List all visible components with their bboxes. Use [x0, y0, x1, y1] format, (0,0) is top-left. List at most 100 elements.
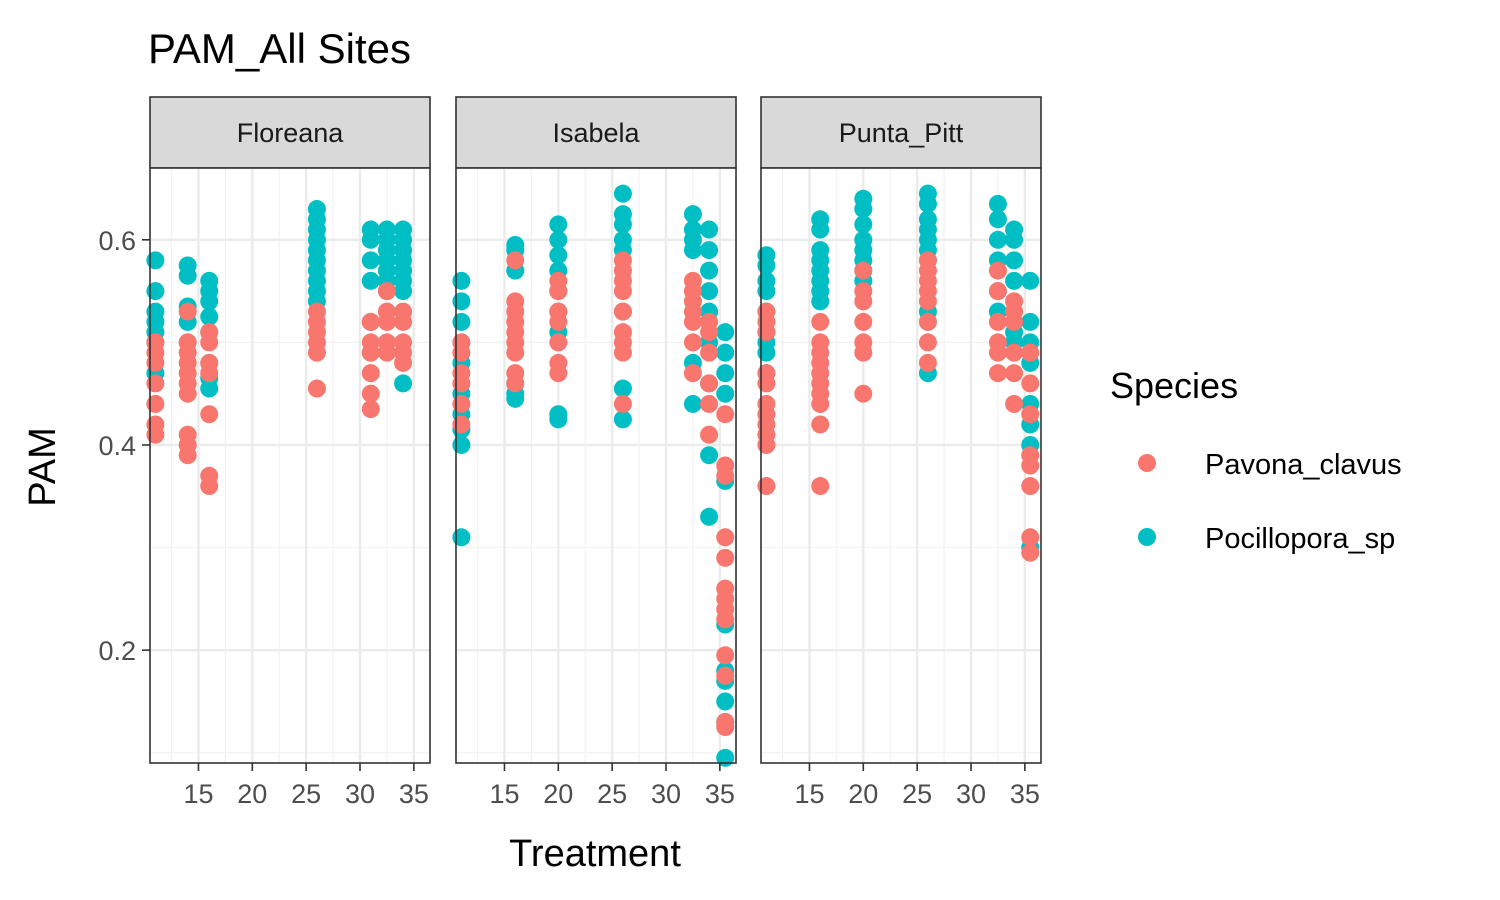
- point-pavona-clavus: [1021, 405, 1040, 424]
- point-pavona-clavus: [757, 374, 776, 393]
- point-pavona-clavus: [613, 302, 632, 321]
- point-pocillopora-sp: [811, 220, 830, 239]
- point-pocillopora-sp: [700, 261, 719, 280]
- point-pocillopora-sp: [854, 200, 873, 219]
- x-tick-label: 35: [399, 779, 429, 809]
- point-pavona-clavus: [549, 312, 568, 331]
- facet-strip: [455, 96, 737, 169]
- facet-panel-floreana: Floreana 15 20 25 30 35: [146, 96, 431, 809]
- point-pocillopora-sp: [854, 215, 873, 234]
- legend-label-pavona: Pavona_clavus: [1205, 449, 1402, 481]
- y-axis-title: PAM: [22, 427, 64, 507]
- point-pavona-clavus: [506, 343, 525, 362]
- data-points: [452, 184, 735, 767]
- point-pocillopora-sp: [757, 282, 776, 301]
- point-pocillopora-sp: [452, 292, 471, 311]
- point-pavona-clavus: [146, 394, 165, 413]
- panel-border: [455, 167, 737, 764]
- point-pavona-clavus: [200, 405, 219, 424]
- point-pocillopora-sp: [918, 194, 937, 213]
- point-pocillopora-sp: [716, 343, 735, 362]
- legend-title: Species: [1110, 365, 1238, 406]
- point-pocillopora-sp: [988, 194, 1007, 213]
- point-pocillopora-sp: [613, 215, 632, 234]
- point-pavona-clavus: [506, 374, 525, 393]
- legend-label-pocillopora: Pocillopora_sp: [1205, 523, 1395, 555]
- point-pavona-clavus: [178, 302, 197, 321]
- point-pocillopora-sp: [700, 241, 719, 260]
- point-pavona-clavus: [716, 666, 735, 685]
- point-pavona-clavus: [1021, 528, 1040, 547]
- point-pavona-clavus: [716, 646, 735, 665]
- point-pocillopora-sp: [506, 389, 525, 408]
- point-pavona-clavus: [854, 292, 873, 311]
- point-pocillopora-sp: [549, 410, 568, 429]
- point-pocillopora-sp: [361, 230, 380, 249]
- point-pocillopora-sp: [613, 410, 632, 429]
- point-pocillopora-sp: [200, 292, 219, 311]
- point-pocillopora-sp: [200, 307, 219, 326]
- point-pavona-clavus: [854, 261, 873, 280]
- point-pavona-clavus: [549, 364, 568, 383]
- x-tick-label: 30: [651, 779, 681, 809]
- point-pocillopora-sp: [683, 394, 702, 413]
- point-pavona-clavus: [146, 353, 165, 372]
- point-pavona-clavus: [361, 343, 380, 362]
- panel-border: [149, 167, 431, 764]
- x-tick-label: 35: [705, 779, 735, 809]
- point-pavona-clavus: [1021, 374, 1040, 393]
- y-tick-label: 0.2: [98, 636, 136, 666]
- point-pavona-clavus: [1005, 394, 1024, 413]
- point-pavona-clavus: [361, 364, 380, 383]
- point-pavona-clavus: [700, 425, 719, 444]
- facet-strip: [149, 96, 431, 169]
- facet-strip-label: Floreana: [237, 118, 345, 148]
- point-pavona-clavus: [716, 405, 735, 424]
- point-pavona-clavus: [700, 394, 719, 413]
- x-tick-label: 30: [956, 779, 986, 809]
- x-tick-label: 25: [902, 779, 932, 809]
- point-pocillopora-sp: [200, 379, 219, 398]
- legend-key-pocillopora: [1138, 528, 1156, 546]
- point-pavona-clavus: [452, 394, 471, 413]
- point-pocillopora-sp: [716, 323, 735, 342]
- point-pavona-clavus: [613, 343, 632, 362]
- point-pocillopora-sp: [361, 251, 380, 270]
- point-pavona-clavus: [613, 282, 632, 301]
- point-pavona-clavus: [988, 343, 1007, 362]
- point-pavona-clavus: [716, 610, 735, 629]
- point-pavona-clavus: [361, 312, 380, 331]
- point-pavona-clavus: [307, 343, 326, 362]
- point-pavona-clavus: [200, 333, 219, 352]
- point-pavona-clavus: [683, 364, 702, 383]
- point-pocillopora-sp: [361, 271, 380, 290]
- point-pocillopora-sp: [700, 507, 719, 526]
- point-pavona-clavus: [200, 477, 219, 496]
- point-pocillopora-sp: [452, 312, 471, 331]
- point-pocillopora-sp: [988, 210, 1007, 229]
- point-pocillopora-sp: [716, 384, 735, 403]
- point-pocillopora-sp: [716, 364, 735, 383]
- point-pavona-clavus: [683, 312, 702, 331]
- point-pocillopora-sp: [811, 292, 830, 311]
- point-pocillopora-sp: [146, 251, 165, 270]
- point-pavona-clavus: [988, 261, 1007, 280]
- point-pavona-clavus: [988, 312, 1007, 331]
- facet-strip: [760, 96, 1042, 169]
- facet-panel-punta_pitt: Punta_Pitt 15 20 25 30 35: [757, 96, 1042, 809]
- facet-strip-label: Punta_Pitt: [839, 118, 964, 148]
- point-pavona-clavus: [146, 374, 165, 393]
- point-pocillopora-sp: [757, 256, 776, 275]
- point-pavona-clavus: [757, 477, 776, 496]
- facet-strip-label: Isabela: [552, 118, 640, 148]
- x-tick-label: 20: [848, 779, 878, 809]
- point-pavona-clavus: [1005, 343, 1024, 362]
- point-pavona-clavus: [1021, 477, 1040, 496]
- point-pavona-clavus: [700, 323, 719, 342]
- y-axis: 0.2 0.4 0.6: [98, 226, 150, 666]
- point-pavona-clavus: [918, 312, 937, 331]
- point-pocillopora-sp: [700, 220, 719, 239]
- chart-title: PAM_All Sites: [148, 25, 411, 72]
- point-pavona-clavus: [200, 364, 219, 383]
